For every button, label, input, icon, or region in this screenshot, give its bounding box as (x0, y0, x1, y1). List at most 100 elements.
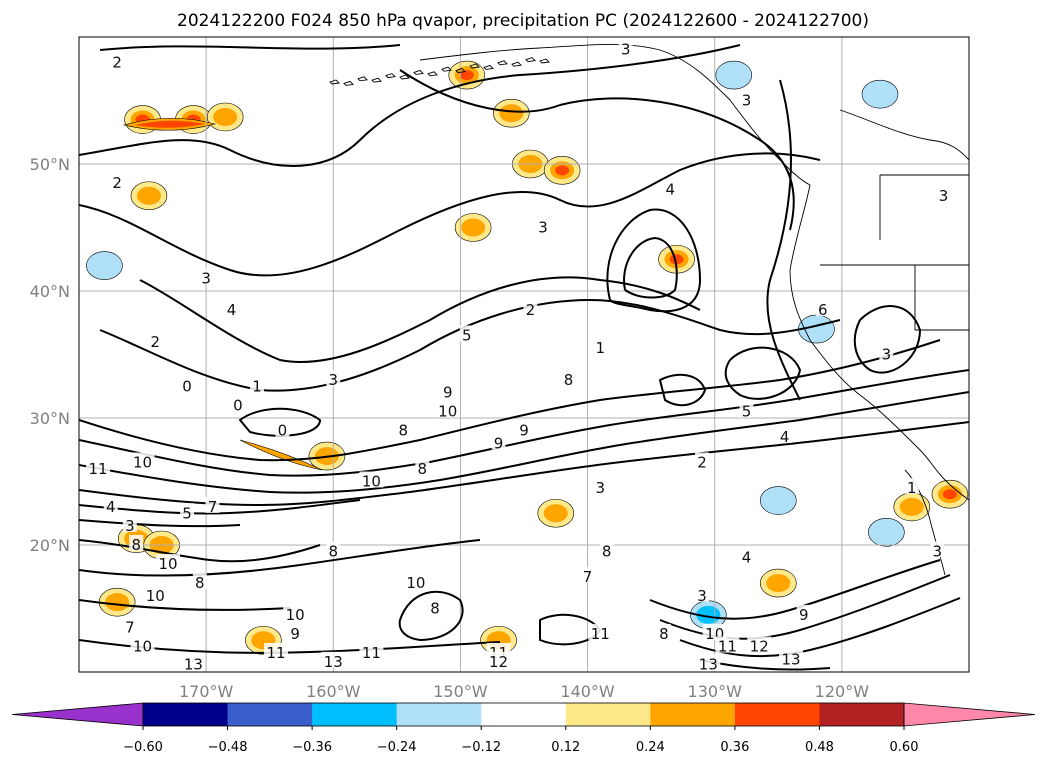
contour-label-bg (593, 338, 608, 355)
contour-label-bg (428, 598, 442, 615)
colorbar-tick-label: 0.24 (636, 740, 665, 755)
contour-label: 8 (131, 536, 141, 554)
contour-line (853, 305, 921, 374)
contour-label-bg (199, 268, 214, 285)
island (427, 71, 438, 77)
precip-region (721, 66, 746, 85)
contour-label-bg (486, 651, 511, 668)
contour-label: 1 (252, 377, 262, 395)
contour-label-bg (180, 503, 195, 520)
contour-line (79, 599, 291, 611)
contour-label-bg (103, 496, 118, 513)
contour-label: 11 (89, 460, 108, 478)
contour-label-bg (250, 376, 264, 393)
contour-label-bg (192, 573, 207, 590)
contour-label: 8 (430, 600, 440, 618)
contour-label-bg (904, 477, 919, 494)
contour-line (79, 539, 321, 563)
contour-label-bg (618, 39, 633, 56)
x-tick-label: 170°W (179, 682, 234, 701)
island (455, 68, 466, 74)
precip-region (461, 218, 486, 237)
contour-label: 10 (286, 606, 305, 624)
contour-line (79, 369, 969, 477)
colorbar-segment (819, 703, 905, 726)
contour-label: 11 (591, 625, 610, 643)
gridlines (79, 37, 969, 672)
contour-label-bg (180, 376, 195, 393)
contour-line (79, 421, 969, 506)
colorbar-segment (312, 703, 398, 726)
precip-region (766, 574, 791, 593)
contour-label: 10 (133, 453, 152, 471)
contour-label: 9 (519, 422, 529, 440)
contour-label-bg (321, 651, 346, 668)
contour-label-bg (230, 395, 245, 412)
contour-label-bg (739, 547, 754, 564)
contour-label: 4 (106, 498, 116, 516)
contour-label-bg (561, 369, 576, 386)
contour-label: 8 (602, 542, 612, 560)
colorbar-segment (396, 703, 482, 726)
contour-line (606, 208, 701, 313)
contour-label: 10 (362, 473, 381, 491)
contour-label: 3 (596, 479, 606, 497)
contour-label-bg (695, 585, 709, 602)
island (399, 74, 410, 80)
contour-label: 3 (201, 269, 211, 287)
contour-label-bg (459, 325, 474, 342)
colorbar: −0.60 −0.48 −0.36 −0.24 −0.12 0.12 0.24 0.36 0.4… (11, 702, 1036, 755)
x-axis-ticks: 170°W 160°W 150°W 140°W 130°W 120°W (179, 682, 869, 701)
contour-label: 0 (278, 422, 288, 440)
contour-label-bg (359, 471, 384, 488)
contour-label: 6 (818, 301, 828, 319)
contour-label-bg (110, 173, 125, 190)
precip-region (874, 523, 899, 542)
contour-label: 10 (406, 574, 425, 592)
contour-label: 5 (462, 326, 472, 344)
island (511, 61, 522, 67)
contour-line (239, 407, 321, 437)
contour-label-bg (930, 541, 945, 558)
contour-line (659, 373, 706, 407)
contour-label: 3 (538, 219, 548, 237)
contour-label-bg (130, 636, 155, 653)
contour-label: 4 (665, 180, 675, 198)
island (357, 76, 368, 82)
contour-label-bg (491, 433, 506, 450)
colorbar-tick-label: −0.60 (123, 740, 163, 755)
contour-label: 8 (398, 422, 408, 440)
contour-line (766, 79, 801, 401)
colorbar-tick-label: −0.36 (292, 740, 332, 755)
contour-label: 1 (596, 339, 606, 357)
contour-label-bg (739, 90, 754, 107)
contour-label-bg (403, 573, 428, 590)
colorbar-extend-low (11, 702, 144, 727)
colorbar-segment (143, 703, 229, 726)
island (329, 79, 340, 85)
precip-region (239, 439, 323, 471)
precip-region (543, 504, 568, 523)
contour-line (649, 559, 941, 620)
contour-label-bg (435, 401, 460, 418)
contour-label-bg (523, 300, 538, 317)
contour-label-bg (205, 496, 220, 513)
contour-label: 3 (939, 187, 949, 205)
contour-label-bg (288, 623, 303, 640)
contour-line (99, 299, 841, 392)
island (441, 66, 452, 72)
y-tick-label: 30°N (30, 409, 70, 428)
contour-label: 11 (267, 644, 286, 662)
contour-label-bg (536, 217, 551, 234)
contour-label-bg (879, 344, 894, 361)
colorbar-segment (227, 703, 313, 726)
contour-label: 0 (182, 377, 192, 395)
y-axis-ticks: 20°N 30°N 40°N 50°N (30, 155, 70, 555)
contour-label-bg (122, 515, 137, 532)
contour-label-bg (415, 458, 430, 475)
x-tick-label: 120°W (815, 682, 870, 701)
contour-label: 4 (780, 428, 790, 446)
coastline (419, 43, 811, 186)
contour-label-bg (359, 642, 384, 659)
